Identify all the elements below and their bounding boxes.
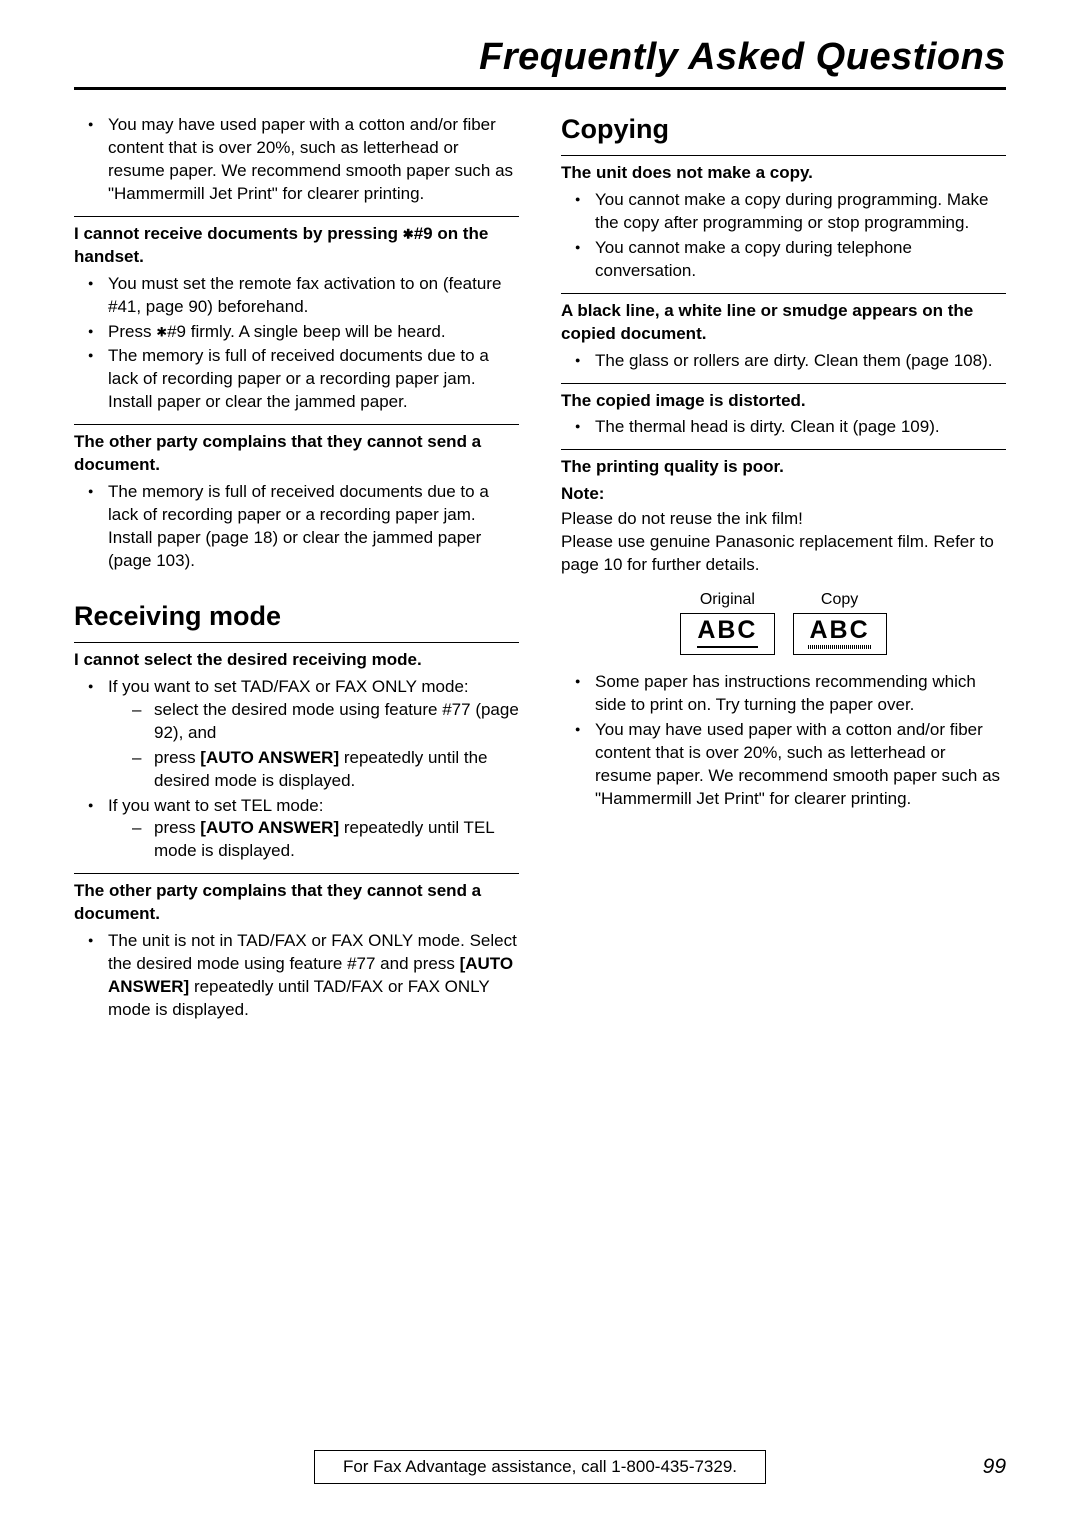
- divider: [561, 449, 1006, 450]
- faq-question: The copied image is distorted.: [561, 390, 1006, 413]
- divider: [561, 155, 1006, 156]
- faq-question: The printing quality is poor.: [561, 456, 1006, 479]
- faq-answer-list: If you want to set TAD/FAX or FAX ONLY m…: [74, 676, 519, 864]
- sub-list: select the desired mode using feature #7…: [108, 699, 519, 793]
- sub-bullet: select the desired mode using feature #7…: [136, 699, 519, 745]
- page-number: 99: [983, 1455, 1006, 1479]
- intro-bullets: You may have used paper with a cotton an…: [74, 114, 519, 206]
- diagram-label-original: Original: [680, 591, 774, 609]
- q3b2: If you want to set TEL mode:: [108, 796, 323, 815]
- intro-bullet: You may have used paper with a cotton an…: [92, 114, 519, 206]
- divider: [74, 216, 519, 217]
- faq-answer-list: You cannot make a copy during programmin…: [561, 189, 1006, 283]
- faq-question: A black line, a white line or smudge app…: [561, 300, 1006, 346]
- star-icon: ✱: [403, 226, 414, 241]
- divider: [561, 293, 1006, 294]
- diagram-box: ABC: [680, 613, 774, 655]
- faq-answer-list: The glass or rollers are dirty. Clean th…: [561, 350, 1006, 373]
- faq-answer-list: Some paper has instructions recommending…: [561, 671, 1006, 811]
- answer-bullet: The memory is full of received documents…: [92, 345, 519, 414]
- page-footer: For Fax Advantage assistance, call 1-800…: [74, 1450, 1006, 1484]
- answer-bullet: You must set the remote fax activation t…: [92, 273, 519, 319]
- faq-answer-list: The thermal head is dirty. Clean it (pag…: [561, 416, 1006, 439]
- faq-question: The unit does not make a copy.: [561, 162, 1006, 185]
- answer-bullet: You may have used paper with a cotton an…: [579, 719, 1006, 811]
- answer-bullet: Some paper has instructions recommending…: [579, 671, 1006, 717]
- section-heading-receiving: Receiving mode: [74, 601, 519, 632]
- q4-pre: The unit is not in TAD/FAX or FAX ONLY m…: [108, 931, 517, 973]
- answer-bullet: If you want to set TEL mode: press [AUTO…: [92, 795, 519, 864]
- answer-bullet: Press ✱#9 firmly. A single beep will be …: [92, 321, 519, 344]
- note-line1: Please do not reuse the ink film!: [561, 509, 803, 528]
- auto-answer-button-ref: [AUTO ANSWER]: [200, 748, 339, 767]
- faq-question: I cannot select the desired receiving mo…: [74, 649, 519, 672]
- star-icon: ✱: [156, 324, 167, 339]
- answer-bullet: The glass or rollers are dirty. Clean th…: [579, 350, 1006, 373]
- sub-bullet: press [AUTO ANSWER] repeatedly until TEL…: [136, 817, 519, 863]
- note-label: Note:: [561, 483, 1006, 506]
- section-heading-copying: Copying: [561, 114, 1006, 145]
- q3b1: If you want to set TAD/FAX or FAX ONLY m…: [108, 677, 469, 696]
- diagram-copy: Copy ABC: [793, 591, 887, 655]
- diagram-box: ABC: [793, 613, 887, 655]
- answer-bullet: You cannot make a copy during programmin…: [579, 189, 1006, 235]
- faq-question: The other party complains that they cann…: [74, 431, 519, 477]
- faq-answer-list: The unit is not in TAD/FAX or FAX ONLY m…: [74, 930, 519, 1022]
- d1-pre: press: [154, 818, 200, 837]
- faq-answer-list: You must set the remote fax activation t…: [74, 273, 519, 415]
- abc-copy: ABC: [810, 616, 870, 648]
- sub-bullet: press [AUTO ANSWER] repeatedly until the…: [136, 747, 519, 793]
- q1b2-pre: Press: [108, 322, 156, 341]
- abc-original: ABC: [697, 616, 757, 648]
- page-title: Frequently Asked Questions: [74, 36, 1006, 79]
- right-column: Copying The unit does not make a copy. Y…: [561, 114, 1006, 1028]
- faq-question: The other party complains that they cann…: [74, 880, 519, 926]
- auto-answer-button-ref: [AUTO ANSWER]: [200, 818, 339, 837]
- divider: [74, 873, 519, 874]
- faq-question: I cannot receive documents by pressing ✱…: [74, 223, 519, 269]
- answer-bullet: If you want to set TAD/FAX or FAX ONLY m…: [92, 676, 519, 793]
- q1-pre: I cannot receive documents by pressing: [74, 224, 403, 243]
- divider: [74, 642, 519, 643]
- diagram-original: Original ABC: [680, 591, 774, 655]
- page-header: Frequently Asked Questions: [74, 36, 1006, 90]
- left-column: You may have used paper with a cotton an…: [74, 114, 519, 1028]
- note-line2: Please use genuine Panasonic replacement…: [561, 532, 994, 574]
- answer-bullet: The unit is not in TAD/FAX or FAX ONLY m…: [92, 930, 519, 1022]
- answer-bullet: The thermal head is dirty. Clean it (pag…: [579, 416, 1006, 439]
- divider: [561, 383, 1006, 384]
- faq-answer-list: The memory is full of received documents…: [74, 481, 519, 573]
- content-columns: You may have used paper with a cotton an…: [74, 114, 1006, 1028]
- q1b2-post: #9 firmly. A single beep will be heard.: [167, 322, 445, 341]
- sub-list: press [AUTO ANSWER] repeatedly until TEL…: [108, 817, 519, 863]
- answer-bullet: The memory is full of received documents…: [92, 481, 519, 573]
- footer-assistance-box: For Fax Advantage assistance, call 1-800…: [314, 1450, 766, 1484]
- d2-pre: press: [154, 748, 200, 767]
- abc-diagram: Original ABC Copy ABC: [561, 591, 1006, 655]
- divider: [74, 424, 519, 425]
- answer-bullet: You cannot make a copy during telephone …: [579, 237, 1006, 283]
- diagram-label-copy: Copy: [793, 591, 887, 609]
- note-body: Please do not reuse the ink film! Please…: [561, 508, 1006, 577]
